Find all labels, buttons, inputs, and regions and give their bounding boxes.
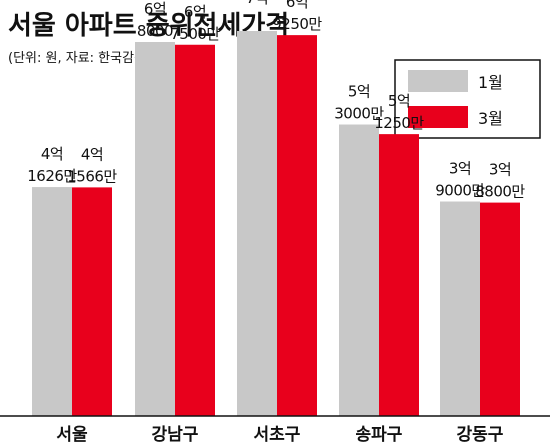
category-label-서울: 서울 [56, 425, 88, 445]
value-label-서울-1월-1: 1626만 [27, 167, 77, 185]
value-label-강동구-1월-0: 3억 [449, 160, 471, 178]
bar-강남구-3월 [175, 44, 215, 416]
category-label-서초구: 서초구 [254, 425, 301, 445]
bar-서울-1월 [32, 187, 72, 416]
bar-송파구-1월 [339, 124, 379, 416]
bar-서초구-1월 [237, 31, 277, 416]
bars [32, 31, 520, 416]
category-label-강남구: 강남구 [152, 425, 199, 445]
value-label-송파구-3월-1: 1250만 [374, 114, 424, 132]
legend: 1월 3월 [394, 59, 541, 139]
value-label-송파구-1월-0: 5억 [348, 83, 370, 101]
value-label-서초구-3월-0: 6억 [286, 0, 308, 11]
bar-서초구-3월 [277, 35, 317, 416]
legend-swatch-1월 [408, 70, 468, 92]
chart-subtitle: (단위: 원, 자료: 한국감정원) [8, 51, 163, 66]
category-label-송파구: 송파구 [356, 425, 403, 445]
bar-강남구-1월 [135, 42, 175, 416]
value-label-서울-3월-1: 1566만 [67, 167, 117, 185]
legend-label-1월: 1월 [478, 73, 503, 92]
category-label-강동구: 강동구 [457, 425, 504, 445]
value-label-강동구-3월-1: 8800만 [475, 183, 525, 201]
value-label-강동구-1월-1: 9000만 [435, 182, 485, 200]
bar-송파구-3월 [379, 134, 419, 416]
value-label-강동구-3월-0: 3억 [489, 161, 511, 179]
value-label-송파구-1월-1: 3000만 [334, 105, 384, 123]
value-label-강남구-3월-0: 6억 [184, 3, 206, 21]
value-label-강남구-1월-1: 8000 [137, 22, 173, 40]
category-labels: 서울 강남구 서초구 송파구 강동구 [56, 425, 503, 445]
legend-label-3월: 3월 [478, 109, 503, 128]
legend-swatch-3월 [408, 106, 468, 128]
value-label-서울-1월-0: 4억 [41, 145, 63, 163]
value-label-강남구-1월-0: 6억 [144, 0, 166, 18]
value-label-서초구-1월-0: 7억 [246, 0, 268, 7]
value-label-강남구-3월-1: 7500만 [170, 25, 220, 43]
value-label-서울-3월-0: 4억 [81, 145, 103, 163]
bar-서울-3월 [72, 187, 112, 416]
bar-강동구-3월 [480, 202, 520, 416]
value-label-서초구-3월-1: 9250만 [272, 15, 322, 33]
bar-강동구-1월 [440, 201, 480, 416]
value-labels: 4억1626만4억1566만6억80006억7500만7억6억9250만5억30… [27, 0, 526, 201]
value-label-송파구-3월-0: 5억 [388, 92, 410, 110]
